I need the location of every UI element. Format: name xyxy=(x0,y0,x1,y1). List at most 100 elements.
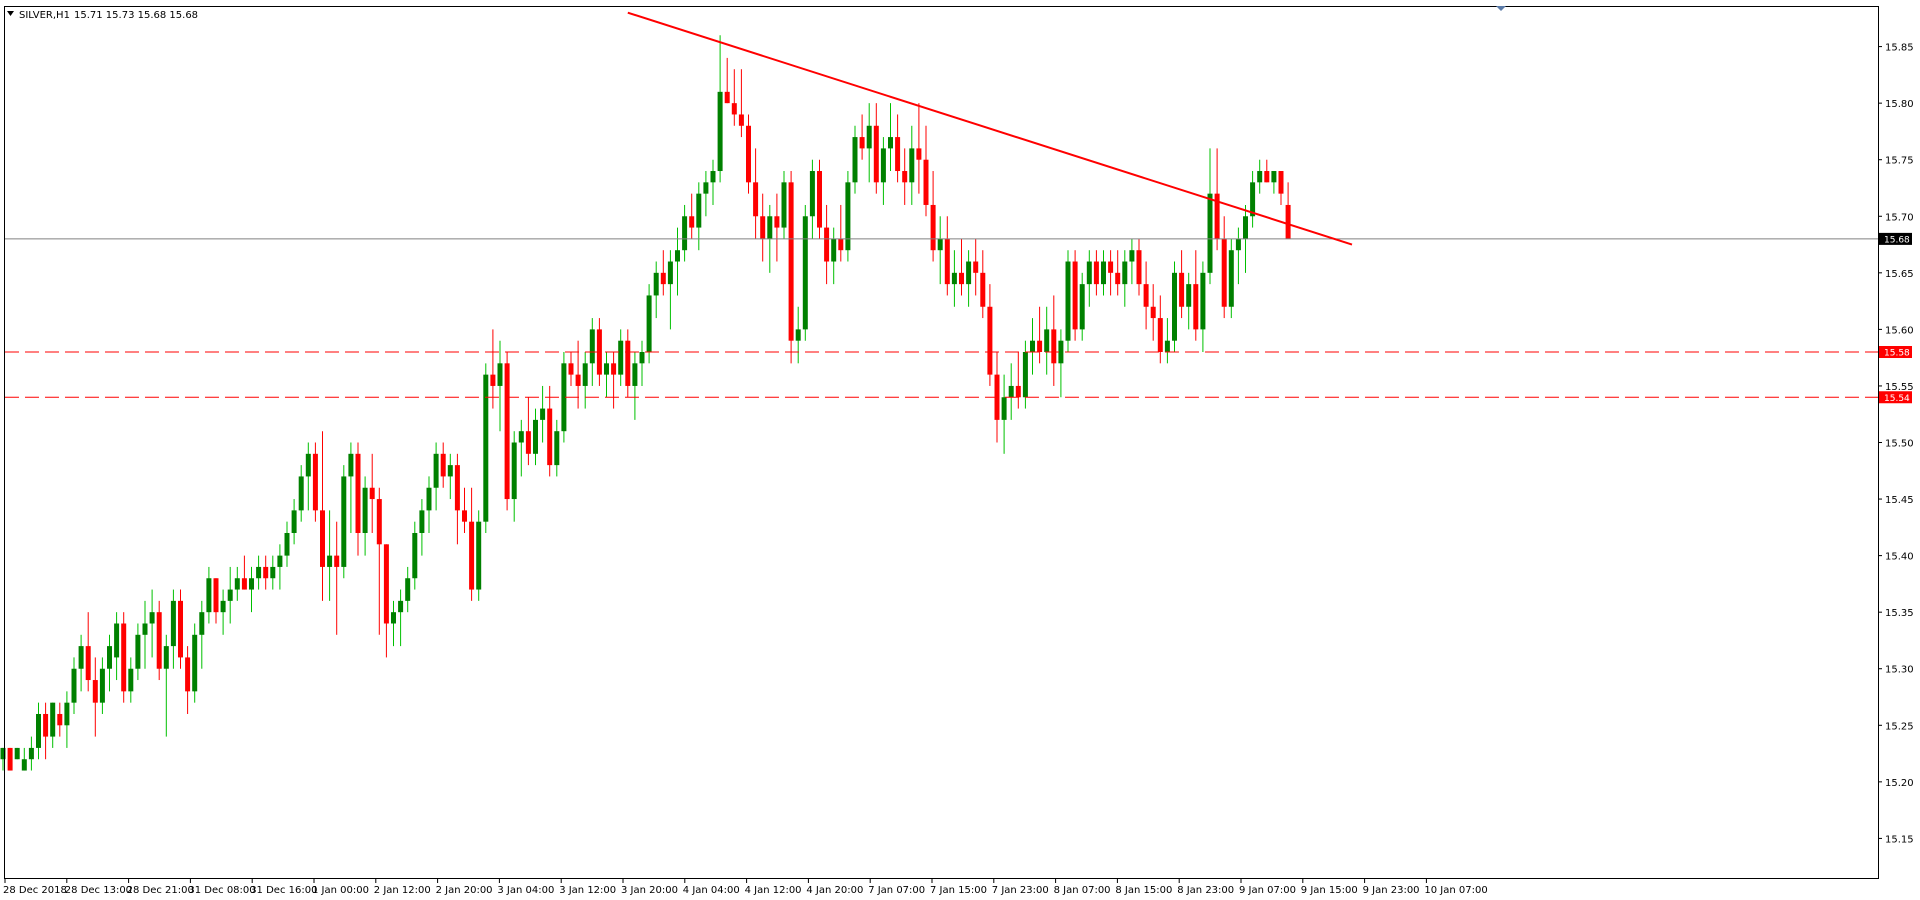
price-tick-label: 15.70 xyxy=(1885,212,1914,223)
candle xyxy=(738,69,744,138)
price-tick-label: 15.15 xyxy=(1885,834,1914,845)
candle-body xyxy=(1214,193,1220,239)
candle-body xyxy=(1093,261,1099,285)
candle xyxy=(114,612,120,681)
chart-ohlc: 15.71 15.73 15.68 15.68 xyxy=(74,10,198,21)
candle xyxy=(1250,171,1256,228)
candle xyxy=(646,284,652,364)
candle xyxy=(305,442,311,511)
candle-body xyxy=(327,555,333,567)
candle xyxy=(454,453,460,545)
candle xyxy=(667,250,673,330)
candle xyxy=(298,465,304,522)
candle xyxy=(355,442,361,556)
candle xyxy=(973,238,979,296)
candle-body xyxy=(1072,261,1078,330)
candle xyxy=(334,521,340,635)
candle-body xyxy=(71,668,77,703)
scroll-marker-icon[interactable] xyxy=(1496,6,1506,11)
candle-body xyxy=(433,453,439,488)
candle-body xyxy=(334,555,340,567)
candle-body xyxy=(561,363,567,432)
candle xyxy=(888,103,893,172)
price-tick-label: 15.30 xyxy=(1885,665,1914,676)
candle-body xyxy=(1271,171,1277,183)
candle-body xyxy=(234,578,240,590)
candle-body xyxy=(405,578,411,601)
candle-body xyxy=(1108,261,1114,273)
candle xyxy=(1044,306,1050,375)
candle xyxy=(1264,159,1270,183)
candle-body xyxy=(504,363,510,500)
candle-body xyxy=(227,589,233,601)
candle xyxy=(703,171,709,217)
candle-body xyxy=(7,747,13,771)
candle xyxy=(21,747,27,771)
candle-body xyxy=(412,532,418,579)
candle xyxy=(14,747,20,760)
trendline[interactable] xyxy=(627,11,1353,246)
candle xyxy=(866,103,872,183)
candle-body xyxy=(767,216,773,239)
candle-body xyxy=(831,238,837,262)
candle xyxy=(1186,272,1192,330)
candle xyxy=(824,204,830,285)
candle xyxy=(1271,171,1277,194)
candle xyxy=(689,193,695,239)
candle xyxy=(341,465,347,579)
candle xyxy=(1257,159,1263,194)
candle-body xyxy=(220,600,226,613)
price-tick-label: 15.65 xyxy=(1885,269,1914,280)
time-tick-label: 8 Jan 15:00 xyxy=(1115,885,1172,896)
candle-body xyxy=(710,171,716,183)
candle xyxy=(28,736,34,771)
candle-body xyxy=(277,555,283,567)
candle xyxy=(1285,182,1291,239)
candle-body xyxy=(895,137,901,172)
candle xyxy=(639,340,645,386)
candle xyxy=(156,600,162,681)
price-axis[interactable]: 15.85 15.80 15.75 15.70 15.65 15.60 15.55 15.50… xyxy=(1878,43,1914,846)
candle xyxy=(36,702,41,760)
candle-body xyxy=(185,657,191,692)
candle xyxy=(476,510,482,601)
candle xyxy=(320,431,325,601)
candle-body xyxy=(859,137,865,149)
candle xyxy=(604,352,609,398)
time-tick-label: 28 Dec 21:00 xyxy=(127,885,194,896)
candle-body xyxy=(50,702,56,737)
candle-body xyxy=(646,295,652,353)
candle xyxy=(469,487,475,601)
candle xyxy=(92,657,98,737)
candle-body xyxy=(1115,272,1121,285)
candle-body xyxy=(788,182,794,341)
candle-body xyxy=(241,578,247,590)
candle xyxy=(1136,238,1142,296)
candle xyxy=(987,284,993,386)
candle-body xyxy=(1058,340,1064,364)
candle xyxy=(561,352,567,443)
candle xyxy=(1172,261,1177,353)
time-tick-label: 9 Jan 23:00 xyxy=(1363,885,1420,896)
candle xyxy=(1157,295,1163,364)
price-tick-label: 15.80 xyxy=(1885,99,1914,110)
candle xyxy=(1164,318,1170,364)
candle-body xyxy=(632,363,638,386)
level-price-tag: 15.54 xyxy=(1884,394,1910,404)
candle xyxy=(781,171,787,239)
current-price-tag-bg xyxy=(1879,232,1912,245)
candle xyxy=(717,35,723,183)
collapse-triangle-icon[interactable] xyxy=(7,11,14,16)
candle-body xyxy=(902,171,908,183)
candle-body xyxy=(1143,284,1149,307)
candle xyxy=(99,657,105,714)
time-tick-label: 3 Jan 04:00 xyxy=(497,885,554,896)
candle xyxy=(916,103,922,194)
candle-body xyxy=(1044,329,1050,353)
candle-body xyxy=(809,171,815,217)
candle xyxy=(625,329,631,398)
candle xyxy=(859,114,865,160)
